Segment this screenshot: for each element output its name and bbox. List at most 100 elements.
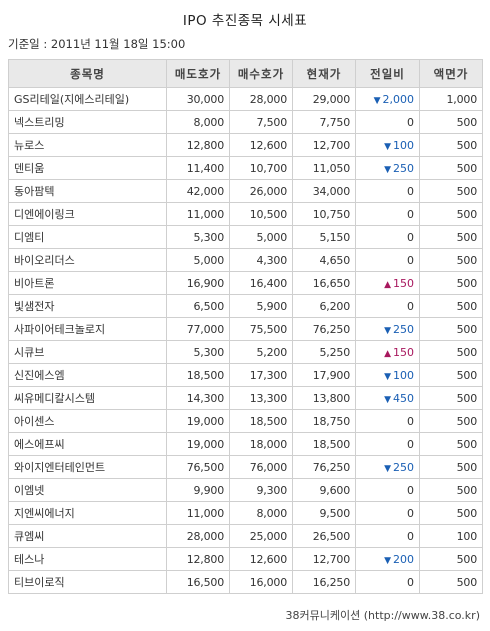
table-row: 뉴로스 12,800 12,600 12,700 ▼ 100 500 xyxy=(8,133,483,157)
stock-name: 동아팜텍 xyxy=(8,179,167,203)
change-value: 2,000 xyxy=(382,92,415,106)
header-ask: 매도호가 xyxy=(166,59,230,88)
par-value: 500 xyxy=(419,363,483,387)
bid-price: 5,200 xyxy=(229,340,293,364)
change-cell: ▼ 450 xyxy=(355,386,420,410)
par-value: 500 xyxy=(419,202,483,226)
current-price: 13,800 xyxy=(292,386,356,410)
ask-price: 12,800 xyxy=(166,547,230,571)
change-cell: 0 xyxy=(355,179,420,203)
down-triangle-icon: ▼ xyxy=(384,394,391,405)
stock-name: 에스에프씨 xyxy=(8,432,167,456)
table-row: 덴티움 11,400 10,700 11,050 ▼ 250 500 xyxy=(8,156,483,180)
stock-name: 디엠티 xyxy=(8,225,167,249)
change-value: 150 xyxy=(393,276,414,290)
ask-price: 9,900 xyxy=(166,478,230,502)
bid-price: 8,000 xyxy=(229,501,293,525)
stock-name: 큐엠씨 xyxy=(8,524,167,548)
current-price: 76,250 xyxy=(292,317,356,341)
change-cell: ▼ 100 xyxy=(355,363,420,387)
par-value: 500 xyxy=(419,317,483,341)
bid-price: 75,500 xyxy=(229,317,293,341)
stock-name: 넥스트리밍 xyxy=(8,110,167,134)
bid-price: 17,300 xyxy=(229,363,293,387)
bid-price: 4,300 xyxy=(229,248,293,272)
change-value: 100 xyxy=(393,138,414,152)
current-price: 12,700 xyxy=(292,133,356,157)
bid-price: 5,000 xyxy=(229,225,293,249)
change-cell: 0 xyxy=(355,432,420,456)
ask-price: 18,500 xyxy=(166,363,230,387)
stock-name: 덴티움 xyxy=(8,156,167,180)
par-value: 500 xyxy=(419,432,483,456)
current-price: 9,500 xyxy=(292,501,356,525)
ask-price: 12,800 xyxy=(166,133,230,157)
stock-name: 테스나 xyxy=(8,547,167,571)
stock-name: 신진에스엠 xyxy=(8,363,167,387)
table-row: 시큐브 5,300 5,200 5,250 ▲ 150 500 xyxy=(8,340,483,364)
change-cell: ▲ 150 xyxy=(355,340,420,364)
ask-price: 11,000 xyxy=(166,202,230,226)
change-value: 0 xyxy=(407,414,414,428)
current-price: 16,250 xyxy=(292,570,356,594)
table-row: 테스나 12,800 12,600 12,700 ▼ 200 500 xyxy=(8,547,483,571)
ask-price: 19,000 xyxy=(166,409,230,433)
change-value: 0 xyxy=(407,529,414,543)
change-cell: ▼ 250 xyxy=(355,317,420,341)
change-cell: 0 xyxy=(355,248,420,272)
change-cell: 0 xyxy=(355,110,420,134)
change-cell: ▲ 150 xyxy=(355,271,420,295)
current-price: 5,250 xyxy=(292,340,356,364)
current-price: 26,500 xyxy=(292,524,356,548)
table-row: 넥스트리밍 8,000 7,500 7,750 0 500 xyxy=(8,110,483,134)
current-price: 10,750 xyxy=(292,202,356,226)
table-row: 신진에스엠 18,500 17,300 17,900 ▼ 100 500 xyxy=(8,363,483,387)
par-value: 500 xyxy=(419,156,483,180)
par-value: 500 xyxy=(419,386,483,410)
change-cell: 0 xyxy=(355,202,420,226)
change-value: 0 xyxy=(407,253,414,267)
bid-price: 13,300 xyxy=(229,386,293,410)
change-cell: 0 xyxy=(355,409,420,433)
change-value: 450 xyxy=(393,391,414,405)
bid-price: 18,000 xyxy=(229,432,293,456)
table-row: 디엔에이링크 11,000 10,500 10,750 0 500 xyxy=(8,202,483,226)
stock-name: 바이오리더스 xyxy=(8,248,167,272)
par-value: 500 xyxy=(419,547,483,571)
par-value: 100 xyxy=(419,524,483,548)
bid-price: 26,000 xyxy=(229,179,293,203)
bid-price: 76,000 xyxy=(229,455,293,479)
header-row: 종목명 매도호가 매수호가 현재가 전일비 액면가 xyxy=(8,59,483,88)
bid-price: 12,600 xyxy=(229,547,293,571)
table-row: 사파이어테크놀로지 77,000 75,500 76,250 ▼ 250 500 xyxy=(8,317,483,341)
par-value: 500 xyxy=(419,455,483,479)
change-value: 0 xyxy=(407,115,414,129)
change-cell: 0 xyxy=(355,501,420,525)
ask-price: 5,300 xyxy=(166,225,230,249)
ask-price: 76,500 xyxy=(166,455,230,479)
par-value: 500 xyxy=(419,409,483,433)
par-value: 1,000 xyxy=(419,87,483,111)
change-value: 150 xyxy=(393,345,414,359)
change-value: 250 xyxy=(393,161,414,175)
change-value: 0 xyxy=(407,506,414,520)
ask-price: 14,300 xyxy=(166,386,230,410)
par-value: 500 xyxy=(419,501,483,525)
change-value: 250 xyxy=(393,322,414,336)
par-value: 500 xyxy=(419,478,483,502)
change-cell: ▼ 250 xyxy=(355,156,420,180)
change-cell: 0 xyxy=(355,225,420,249)
change-cell: 0 xyxy=(355,524,420,548)
bid-price: 16,400 xyxy=(229,271,293,295)
stock-name: 씨유메디칼시스템 xyxy=(8,386,167,410)
change-cell: 0 xyxy=(355,570,420,594)
current-price: 7,750 xyxy=(292,110,356,134)
current-price: 18,500 xyxy=(292,432,356,456)
bid-price: 9,300 xyxy=(229,478,293,502)
bid-price: 16,000 xyxy=(229,570,293,594)
table-row: 에스에프씨 19,000 18,000 18,500 0 500 xyxy=(8,432,483,456)
change-cell: 0 xyxy=(355,294,420,318)
header-change: 전일비 xyxy=(355,59,420,88)
quote-table: 종목명 매도호가 매수호가 현재가 전일비 액면가 GS리테일(지에스리테일) 3… xyxy=(8,59,483,594)
ask-price: 42,000 xyxy=(166,179,230,203)
